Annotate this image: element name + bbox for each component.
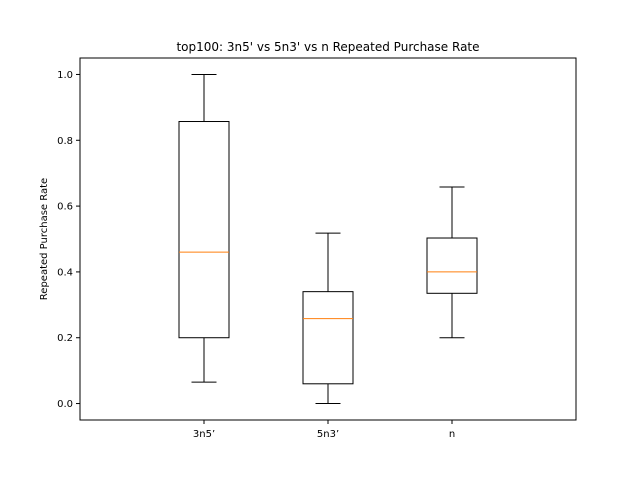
y-axis-ticks: 0.0 0.2 0.4 0.6 0.8 1.0 — [57, 70, 80, 410]
x-tick-label: 3n5’ — [193, 429, 215, 440]
y-tick-label: 0.8 — [57, 136, 73, 147]
box-1 — [178, 73, 230, 383]
interquartile-box — [302, 291, 354, 385]
x-axis-ticks: 3n5’ 5n3’ n — [193, 420, 455, 440]
box-3 — [426, 186, 478, 339]
y-tick-label: 0.4 — [57, 267, 73, 278]
interquartile-box — [178, 121, 230, 339]
x-tick-label: n — [449, 429, 455, 440]
interquartile-box — [426, 237, 478, 294]
box-series — [178, 73, 478, 405]
x-tick-label: 5n3’ — [317, 429, 339, 440]
chart-title: top100: 3n5' vs 5n3' vs n Repeated Purch… — [176, 40, 479, 54]
y-tick-label: 1.0 — [57, 70, 73, 81]
y-tick-label: 0.6 — [57, 202, 73, 213]
y-axis-label: Repeated Purchase Rate — [39, 178, 50, 300]
y-tick-label: 0.0 — [57, 399, 73, 410]
box-2 — [302, 232, 354, 405]
y-tick-label: 0.2 — [57, 333, 73, 344]
